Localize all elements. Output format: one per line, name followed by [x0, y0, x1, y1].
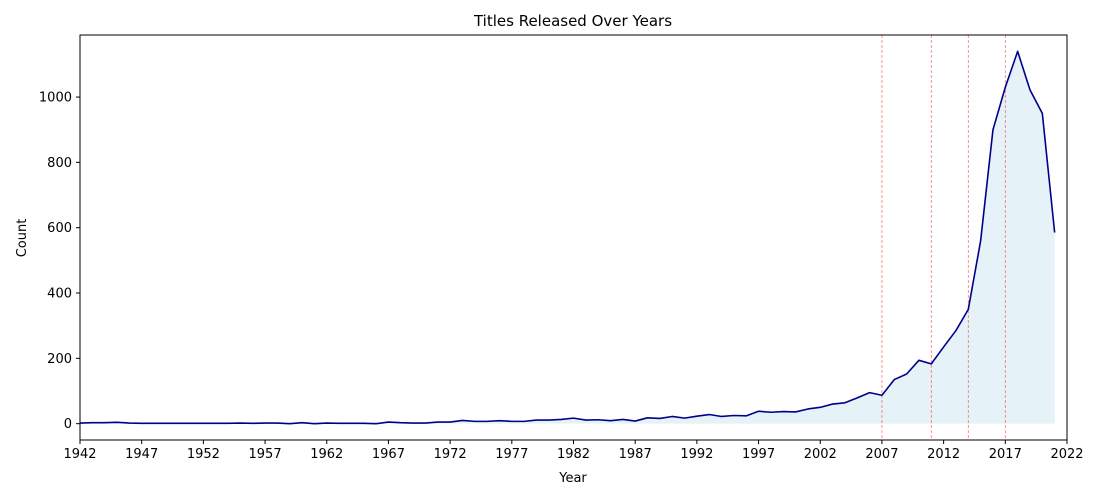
y-tick-label: 600	[47, 221, 72, 236]
x-tick-label: 1942	[63, 447, 96, 462]
plot-area: 1942 1947 1952 1957 1962 1967 1972 1977 1982 1987…	[39, 34, 1084, 462]
x-tick-label: 2017	[989, 447, 1022, 462]
y-tick-label: 800	[47, 156, 72, 171]
y-tick-label: 400	[47, 287, 72, 302]
x-tick-label: 1982	[557, 447, 590, 462]
x-tick-label: 1957	[249, 447, 282, 462]
series-line	[79, 50, 1056, 425]
y-tick-label: 200	[47, 352, 72, 367]
x-tick-label: 2002	[804, 447, 837, 462]
x-tick-label: 1952	[187, 447, 220, 462]
x-tick-label: 1967	[372, 447, 405, 462]
x-tick-label: 1977	[495, 447, 528, 462]
y-axis-title: Count	[15, 219, 30, 258]
x-tick-label: 2007	[865, 447, 898, 462]
area-fill	[80, 51, 1055, 424]
x-tick-label: 2012	[927, 447, 960, 462]
x-tick-label: 1972	[434, 447, 467, 462]
x-tick-label: 1987	[619, 447, 652, 462]
y-tick-label: 1000	[39, 91, 72, 106]
x-tick-label: 1992	[680, 447, 713, 462]
chart-title: Titles Released Over Years	[473, 12, 672, 30]
y-tick-label: 0	[64, 417, 72, 432]
x-tick-label: 2022	[1050, 447, 1083, 462]
x-tick-label: 1997	[742, 447, 775, 462]
x-tick-label: 1962	[310, 447, 343, 462]
x-tick-label: 1947	[125, 447, 158, 462]
x-axis-title: Year	[558, 471, 587, 486]
